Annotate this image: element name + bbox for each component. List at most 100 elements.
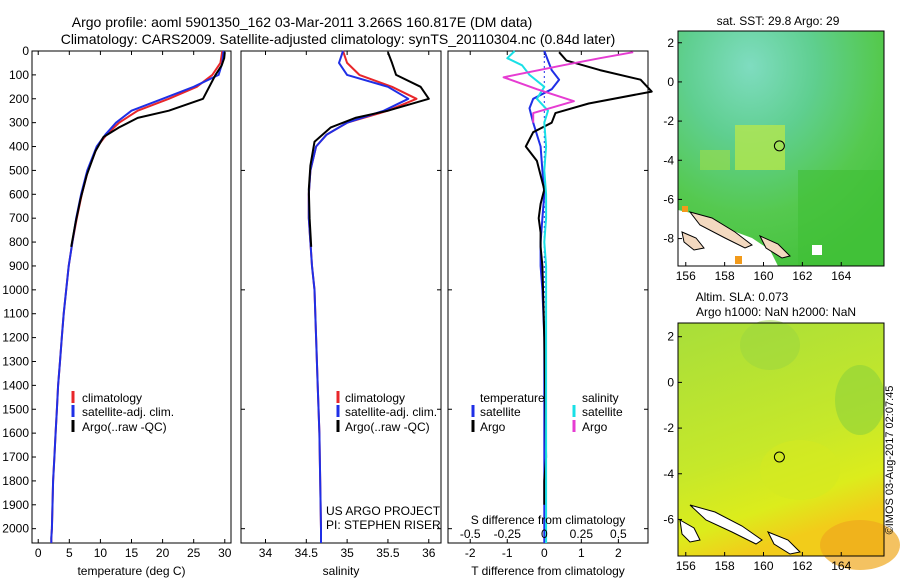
s-difference-axis-label: S difference from climatology (471, 513, 626, 527)
legend-label-s-argo: Argo (582, 420, 608, 434)
x-axis-label: temperature (deg C) (77, 564, 185, 578)
series-line-satellite-adj-clim (50, 50, 225, 543)
s-tick-label: -0.5 (460, 527, 481, 541)
x-tick-label: 2 (615, 546, 622, 560)
legend-label-t-satellite: satellite (480, 405, 521, 419)
y-tick-label: 700 (9, 211, 29, 225)
map-x-tick-label: 162 (792, 559, 812, 573)
pi-annotation: PI: STEPHEN RISER (326, 518, 441, 532)
sla-low-anomaly-2 (740, 320, 800, 370)
y-tick-label: 1900 (2, 498, 29, 512)
legend-label-t-argo: Argo (480, 420, 506, 434)
sla-map-axes: 156 158 160 162 164 2 0 -2 -4 -6 (663, 330, 851, 573)
series-line-argo-raw-qc (70, 52, 226, 247)
legend-title-salinity: salinity (582, 391, 619, 405)
x-axis-label: T difference from climatology (471, 564, 625, 578)
legend-label-s-satellite: satellite (582, 405, 623, 419)
legend-title-temperature: temperature (480, 391, 545, 405)
map-y-tick-label: -4 (663, 467, 674, 481)
x-tick-label: 34 (259, 546, 273, 560)
x-tick-label: 30 (218, 546, 232, 560)
sst-warm-patch-2 (700, 150, 730, 170)
map-x-tick-label: 164 (831, 269, 851, 283)
sla-warm-corner (820, 520, 900, 570)
sla-map-title-line2: Argo h1000: NaN h2000: NaN (696, 305, 856, 319)
map-y-tick-label: 0 (667, 75, 674, 89)
legend-label-argo: Argo(..raw -QC) (82, 420, 167, 434)
x-tick-label: 15 (125, 546, 139, 560)
y-tick-label: 200 (9, 92, 29, 106)
sst-map-axes: 156 158 160 162 164 2 0 -2 -4 -6 -8 (663, 36, 851, 283)
map-y-tick-label: -2 (663, 421, 674, 435)
map-y-tick-label: 0 (667, 375, 674, 389)
y-tick-label: 500 (9, 163, 29, 177)
x-tick-label: 35 (340, 546, 354, 560)
x-tick-label: 10 (94, 546, 108, 560)
s-tick-label: -0.25 (494, 527, 522, 541)
legend-label-climatology: climatology (82, 391, 142, 405)
x-tick-label: 5 (66, 546, 73, 560)
legend-label-satellite: satellite-adj. clim. (82, 405, 174, 419)
x-tick-label: 25 (187, 546, 201, 560)
map-y-tick-label: -8 (663, 232, 674, 246)
salinity-chart: 34 34.5 35 35.5 36 salinity (241, 50, 441, 578)
sla-low-anomaly (835, 365, 885, 435)
map-x-tick-label: 164 (831, 559, 851, 573)
project-annotation: US ARGO PROJECT (326, 504, 441, 518)
sla-land-1 (689, 504, 763, 545)
legend-label-satellite: satellite-adj. clim. (345, 405, 437, 419)
sst-warm-patch (735, 125, 785, 170)
map-x-tick-label: 162 (792, 269, 812, 283)
timestamp-label: ©IMOS 03-Aug-2017 02:07:45 (884, 386, 896, 535)
x-tick-label: 0 (35, 546, 42, 560)
y-tick-label: 0 (22, 44, 29, 58)
y-tick-label: 1400 (2, 378, 29, 392)
sst-land-3 (681, 231, 705, 251)
sla-land-3 (679, 519, 701, 543)
difference-chart: -2 -1 0 1 2 T difference from climatology -0.5… (448, 50, 653, 578)
sla-map-title-line1: Altim. SLA: 0.073 (696, 290, 789, 304)
temperature-chart: 0 5 10 15 20 25 300100200300400500600700800900… (2, 44, 231, 578)
y-tick-label: 2000 (2, 522, 29, 536)
map-y-tick-label: 2 (667, 330, 674, 344)
figure-title-line1: Argo profile: aoml 5901350_162 03-Mar-20… (72, 14, 532, 30)
map-y-tick-label: -4 (663, 153, 674, 167)
x-tick-label: -1 (502, 546, 513, 560)
series-line-argo-raw-qc (307, 51, 430, 247)
y-tick-label: 1300 (2, 354, 29, 368)
x-tick-label: -2 (465, 546, 476, 560)
map-x-tick-label: 156 (676, 559, 696, 573)
series-line-climatology (307, 50, 418, 543)
salinity-legend: climatology satellite-adj. clim. Argo(..… (336, 391, 437, 434)
temperature-plot-frame (31, 50, 232, 544)
series-line-s-satellite (506, 50, 549, 543)
temperature-legend: climatology satellite-adj. clim. Argo(..… (71, 391, 174, 434)
s-tick-label: 0.25 (570, 527, 594, 541)
y-tick-label: 1000 (2, 283, 29, 297)
y-tick-label: 1100 (3, 307, 29, 321)
s-tick-label: 0 (541, 527, 548, 541)
sla-map (678, 320, 900, 570)
profile-location-marker (773, 140, 785, 152)
map-y-tick-label: 2 (667, 36, 674, 50)
s-tick-label: 0.5 (610, 527, 627, 541)
x-tick-label: 1 (578, 546, 585, 560)
difference-legend: temperature satellite Argo salinity sate… (471, 391, 623, 434)
sla-high-anomaly (760, 440, 840, 500)
series-line-climatology (50, 50, 224, 543)
y-tick-label: 1600 (2, 426, 29, 440)
map-x-tick-label: 158 (715, 559, 735, 573)
x-tick-label: 0 (541, 546, 548, 560)
x-tick-label: 36 (422, 546, 436, 560)
series-line-satellite-adj-clim (307, 50, 410, 543)
sst-land-1 (688, 211, 753, 249)
profile-location-marker (773, 451, 785, 463)
x-tick-label: 20 (156, 546, 170, 560)
sst-cloud-mask-right (812, 245, 822, 255)
x-tick-label: 34.5 (295, 546, 319, 560)
map-y-tick-label: -2 (663, 114, 674, 128)
y-tick-label: 1500 (2, 402, 29, 416)
y-tick-label: 1700 (2, 450, 29, 464)
sst-map-frame (677, 30, 885, 267)
